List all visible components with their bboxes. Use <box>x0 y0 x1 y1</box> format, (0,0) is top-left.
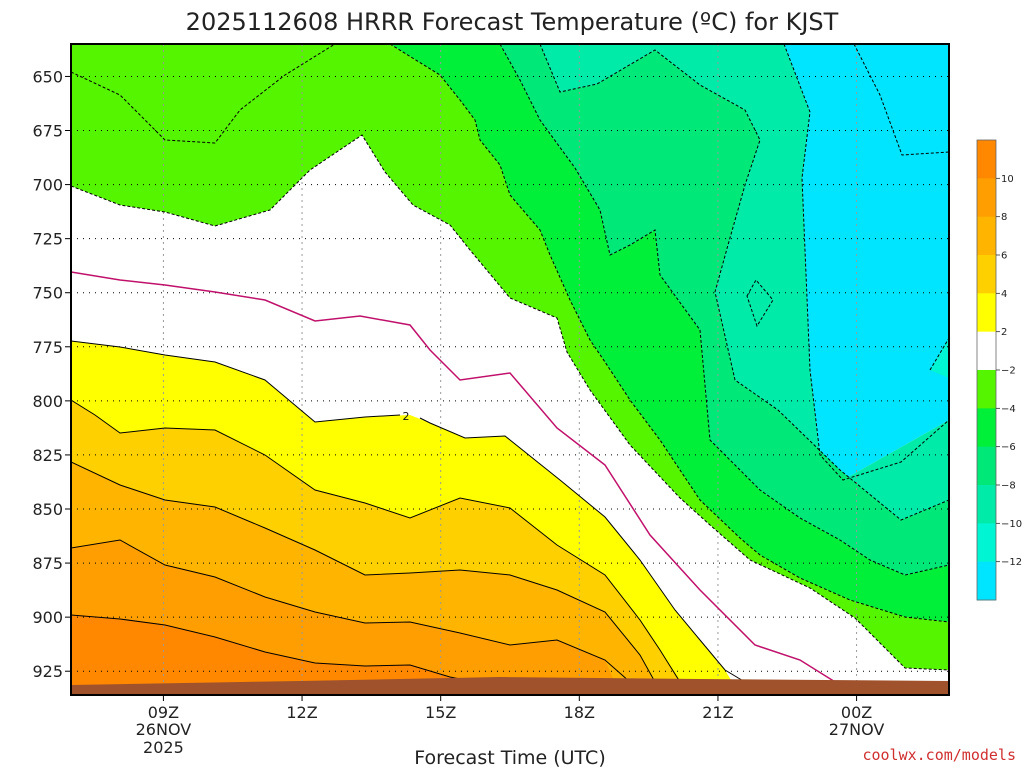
colorbar-tick-label: 10 <box>1001 174 1014 185</box>
y-tick-label: 700 <box>32 176 63 195</box>
contour-line--2-top <box>71 44 336 144</box>
y-tick-label: 650 <box>32 67 63 86</box>
band-fill-2-to-minus2 <box>71 135 949 695</box>
plot-frame <box>70 43 950 696</box>
colorbar: 10 8 6 4 2 −2 −4 −6 −8 −10 −12 <box>976 139 1022 601</box>
x-tick-label: 00Z <box>841 703 872 722</box>
contour-line--10 <box>783 44 949 481</box>
contour-line--8 <box>539 44 949 521</box>
x-tick-label: 21Z <box>702 703 733 722</box>
colorbar-swatch <box>977 370 996 409</box>
x-tick-label: 12Z <box>286 703 317 722</box>
plot-area: 2 <box>71 44 949 695</box>
y-tick-label: 875 <box>32 554 63 573</box>
contour-line-2 <box>71 340 746 683</box>
y-tick-label: 750 <box>32 284 63 303</box>
colorbar-tick-label: −12 <box>1001 557 1022 568</box>
contour-label-2: 2 <box>403 410 410 423</box>
band-fill-12-to-10 <box>930 338 949 378</box>
band-fill-6-to-4 <box>390 44 949 622</box>
colorbar-swatch <box>977 523 996 563</box>
x-tick-label: 09Z <box>148 703 179 722</box>
colorbar-swatch <box>977 178 996 218</box>
contour-line--2 <box>71 134 949 671</box>
y-axis: 650 675 700 725 750 775 800 825 850 875 900 925 <box>32 67 71 681</box>
x-tick-year: 2025 <box>143 738 184 757</box>
colorbar-swatch <box>977 216 996 256</box>
x-axis-title: Forecast Time (UTC) <box>414 747 605 768</box>
band-fill-10-to-8 <box>540 44 949 520</box>
x-tick-date: 26NOV <box>136 720 192 739</box>
colorbar-tick-label: 8 <box>1001 212 1007 223</box>
contour-line-0-freezing <box>71 271 841 686</box>
x-tick-label: 18Z <box>564 703 595 722</box>
y-tick-label: 725 <box>32 230 63 249</box>
colorbar-tick-label: −8 <box>1001 481 1016 492</box>
band-fill-14-to-12 <box>854 44 949 155</box>
colorbar-tick-label: −4 <box>1001 404 1016 415</box>
colorbar-swatch <box>977 408 996 448</box>
x-tick-date: 27NOV <box>829 720 885 739</box>
contour-line-8 <box>71 539 631 683</box>
contour-line-6 <box>71 461 656 683</box>
grid-lines <box>71 44 949 695</box>
y-tick-label: 825 <box>32 446 63 465</box>
colorbar-tick-label: 4 <box>1001 289 1007 300</box>
colorbar-swatch <box>977 561 996 601</box>
chart-title: 2025112608 HRRR Forecast Temperature (ºC… <box>186 8 839 36</box>
colorbar-swatch <box>977 255 996 294</box>
contour-line-4 <box>71 399 681 683</box>
colorbar-swatch <box>977 485 996 524</box>
colorbar-swatch <box>977 446 996 486</box>
colorbar-tick-label: 6 <box>1001 251 1007 262</box>
y-tick-label: 900 <box>32 608 63 627</box>
x-tick-label: 15Z <box>425 703 456 722</box>
contour-line--4 <box>389 44 949 623</box>
ground-surface <box>71 677 949 695</box>
contour-lines <box>71 44 949 686</box>
y-tick-label: 925 <box>32 662 63 681</box>
contour-line--10-island <box>746 279 774 328</box>
band-fill-4-to-2 <box>71 44 949 670</box>
contour-line--12-island <box>929 337 949 371</box>
y-tick-label: 800 <box>32 392 63 411</box>
colorbar-swatch <box>977 140 996 179</box>
colorbar-tick-label: −6 <box>1001 442 1016 453</box>
band-fill-12-to-10-lower <box>71 615 500 695</box>
contour-line-10 <box>71 614 476 683</box>
colorbar-tick-label: −10 <box>1001 519 1022 530</box>
colorbar-swatch <box>977 331 996 371</box>
colorbar-tick-label: −2 <box>1001 366 1016 377</box>
contour-line--6 <box>499 44 949 576</box>
credit-link[interactable]: coolwx.com/models <box>862 746 1016 764</box>
y-tick-label: 775 <box>32 338 63 357</box>
y-tick-label: 675 <box>32 122 63 141</box>
colorbar-tick-label: 2 <box>1001 327 1007 338</box>
y-tick-label: 850 <box>32 500 63 519</box>
colorbar-swatch <box>977 293 996 333</box>
band-fill-8-to-6 <box>500 44 949 575</box>
